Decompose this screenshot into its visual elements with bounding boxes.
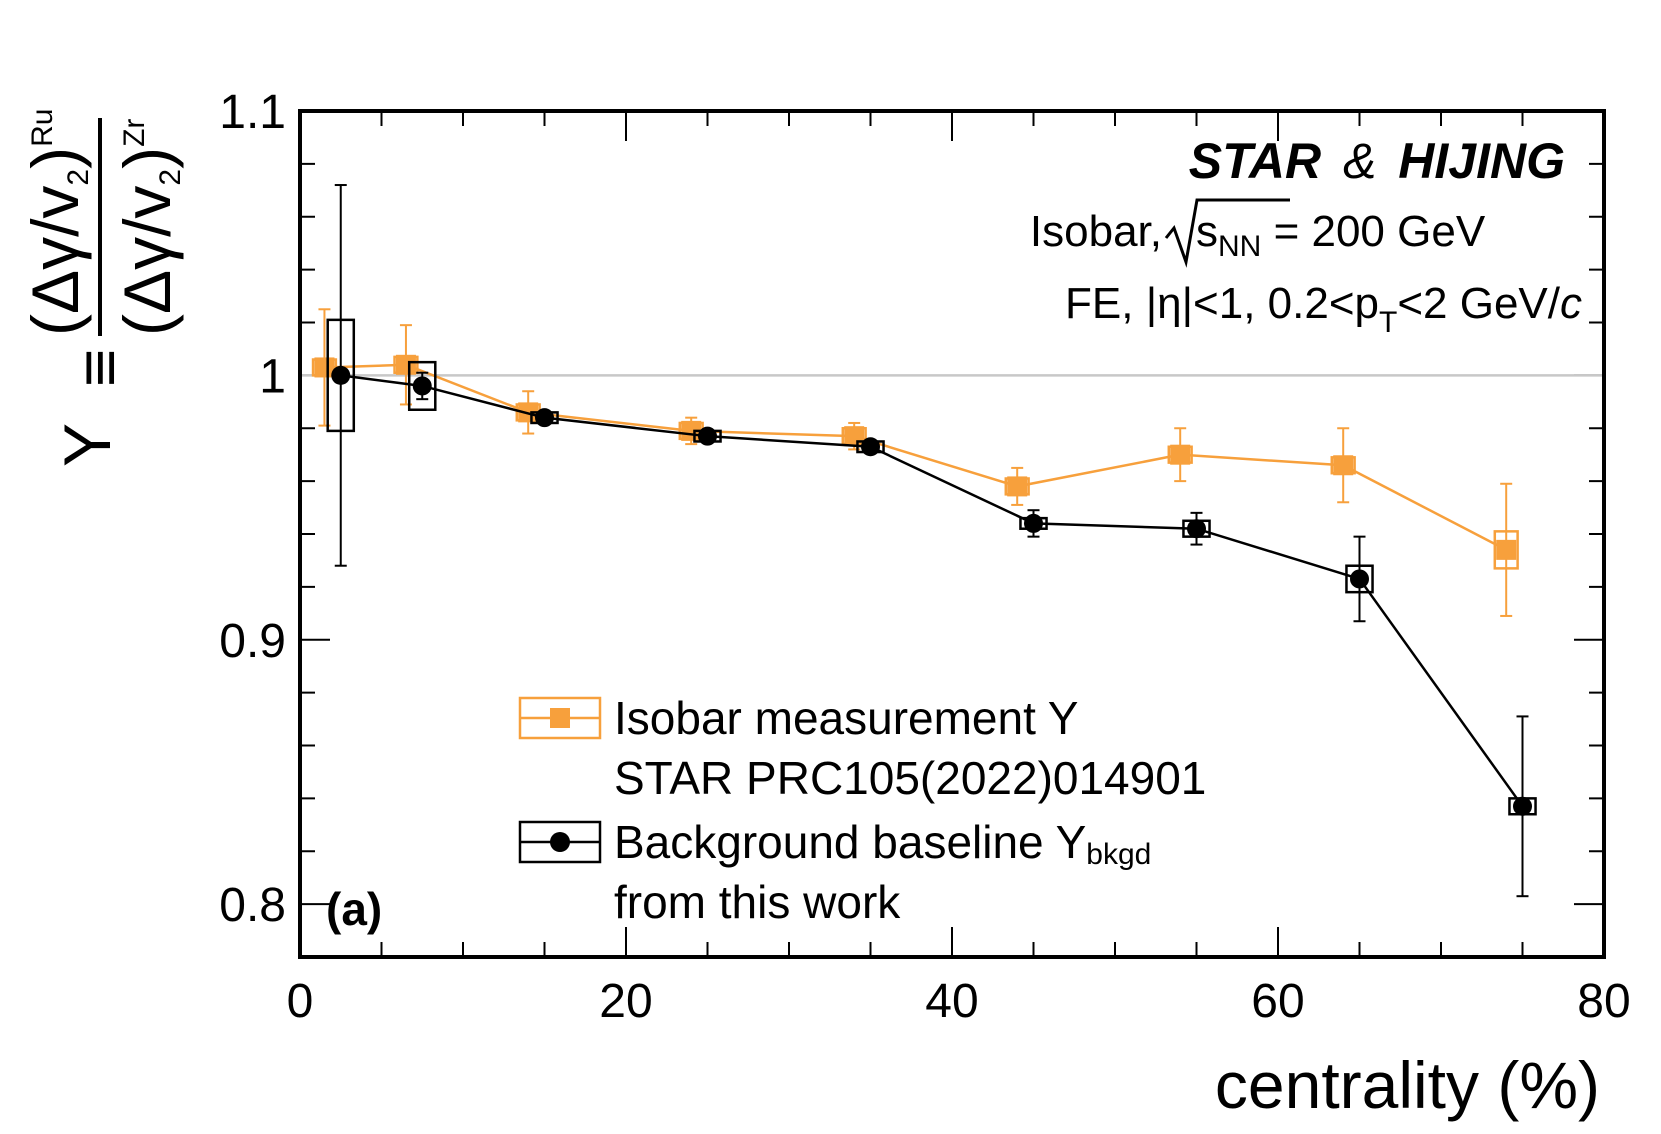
y-axis-denominator-sub: 2 [154, 169, 187, 186]
panel-label: (a) [326, 883, 382, 935]
legend: Isobar measurement Y STAR PRC105(2022)01… [518, 692, 1206, 928]
legend-bkgd-marker [550, 832, 570, 852]
cuts-c: c [1560, 279, 1582, 328]
series-background [326, 184, 1537, 898]
cuts-prefix: FE, |η|<1, 0.2<p [1065, 279, 1379, 328]
x-axis-title: centrality (%) [1215, 1048, 1600, 1122]
sqrt-s: s [1196, 207, 1218, 256]
systematic-box [407, 360, 437, 411]
system-label: Isobar, sNN = 200 GeV [1030, 198, 1486, 268]
series-layer [311, 184, 1537, 898]
x-tick-label: 0 [287, 975, 314, 1028]
ticks-layer: 0 20 40 60 80 0.8 0.9 1 1.1 [219, 86, 1630, 1028]
y-axis-denominator-main: (Δγ/v [110, 186, 184, 336]
cuts-suffix: <2 GeV/ [1397, 279, 1560, 328]
y-axis-numerator-close: ) [18, 147, 92, 169]
y-tick-label: 1 [259, 350, 286, 403]
sqrt-s-sub: NN [1218, 230, 1261, 263]
y-axis-numerator-sup: Ru [26, 109, 59, 147]
legend-entry-background: Background baseline Ybkgd from this work [518, 816, 1151, 928]
data-point [1170, 444, 1191, 465]
y-tick-label: 0.8 [219, 879, 286, 932]
data-point [1496, 539, 1517, 560]
cuts-sub: T [1379, 306, 1397, 339]
legend-isobar-marker [550, 708, 570, 728]
y-axis-symbol: Y [50, 423, 124, 467]
x-tick-label: 80 [1577, 975, 1630, 1028]
data-point [861, 437, 880, 457]
legend-entry-isobar: Isobar measurement Y STAR PRC105(2022)01… [518, 692, 1206, 804]
y-tick-label: 0.9 [219, 615, 286, 668]
y-axis-denominator: (Δγ/v2)Zr [110, 119, 187, 336]
data-point [1007, 476, 1028, 497]
energy-value: = 200 GeV [1261, 207, 1485, 256]
data-point [1187, 519, 1206, 539]
y-axis-denominator-close: ) [110, 147, 184, 169]
y-axis-numerator-main: (Δγ/v [18, 186, 92, 336]
legend-bkgd-label-sub: bkgd [1086, 838, 1151, 871]
legend-isobar-label: Isobar measurement Y [614, 692, 1079, 744]
y-axis-denominator-sup: Zr [118, 119, 151, 147]
x-tick-label: 20 [599, 975, 652, 1028]
y-axis-numerator: (Δγ/v2)Ru [18, 109, 95, 336]
systematic-box [1345, 564, 1374, 594]
experiment-model: HIJING [1398, 133, 1565, 189]
y-tick-label: 1.1 [219, 86, 286, 139]
y-axis-title: Y ≡ (Δγ/v2)Ru (Δγ/v2)Zr [18, 109, 187, 467]
energy-label: sNN = 200 GeV [1196, 207, 1486, 263]
data-point [314, 357, 335, 378]
legend-bkgd-box [518, 820, 602, 864]
data-point [698, 426, 717, 446]
data-point [1024, 513, 1043, 533]
cuts-label: FE, |η|<1, 0.2<pT<2 GeV/c [1065, 279, 1582, 339]
legend-bkgd-label-main: Background baseline Y [614, 816, 1086, 868]
y-axis-equiv: ≡ [62, 349, 136, 388]
data-point [412, 376, 432, 396]
data-point [395, 354, 416, 375]
systematic-box [326, 318, 356, 433]
systematic-box [1493, 530, 1519, 570]
data-point [1350, 569, 1369, 589]
data-point [844, 426, 865, 447]
experiment-star: STAR [1189, 133, 1321, 189]
y-axis-numerator-sub: 2 [62, 169, 95, 186]
legend-isobar-ref: STAR PRC105(2022)014901 [614, 752, 1206, 804]
legend-bkgd-line2: from this work [614, 876, 901, 928]
series-line [324, 363, 1507, 551]
data-point [331, 365, 351, 385]
legend-bkgd-label: Background baseline Ybkgd [614, 816, 1151, 871]
data-point [1333, 455, 1354, 476]
x-tick-label: 40 [925, 975, 978, 1028]
experiment-label: STAR & HIJING [1189, 133, 1565, 189]
x-tick-label: 60 [1251, 975, 1304, 1028]
data-point [1513, 796, 1532, 816]
sqrt-symbol [1164, 198, 1290, 268]
series-isobar [311, 308, 1519, 617]
data-point [535, 408, 554, 428]
legend-isobar-box [518, 696, 602, 740]
system-prefix: Isobar, [1030, 207, 1162, 256]
experiment-amp: & [1343, 133, 1376, 189]
